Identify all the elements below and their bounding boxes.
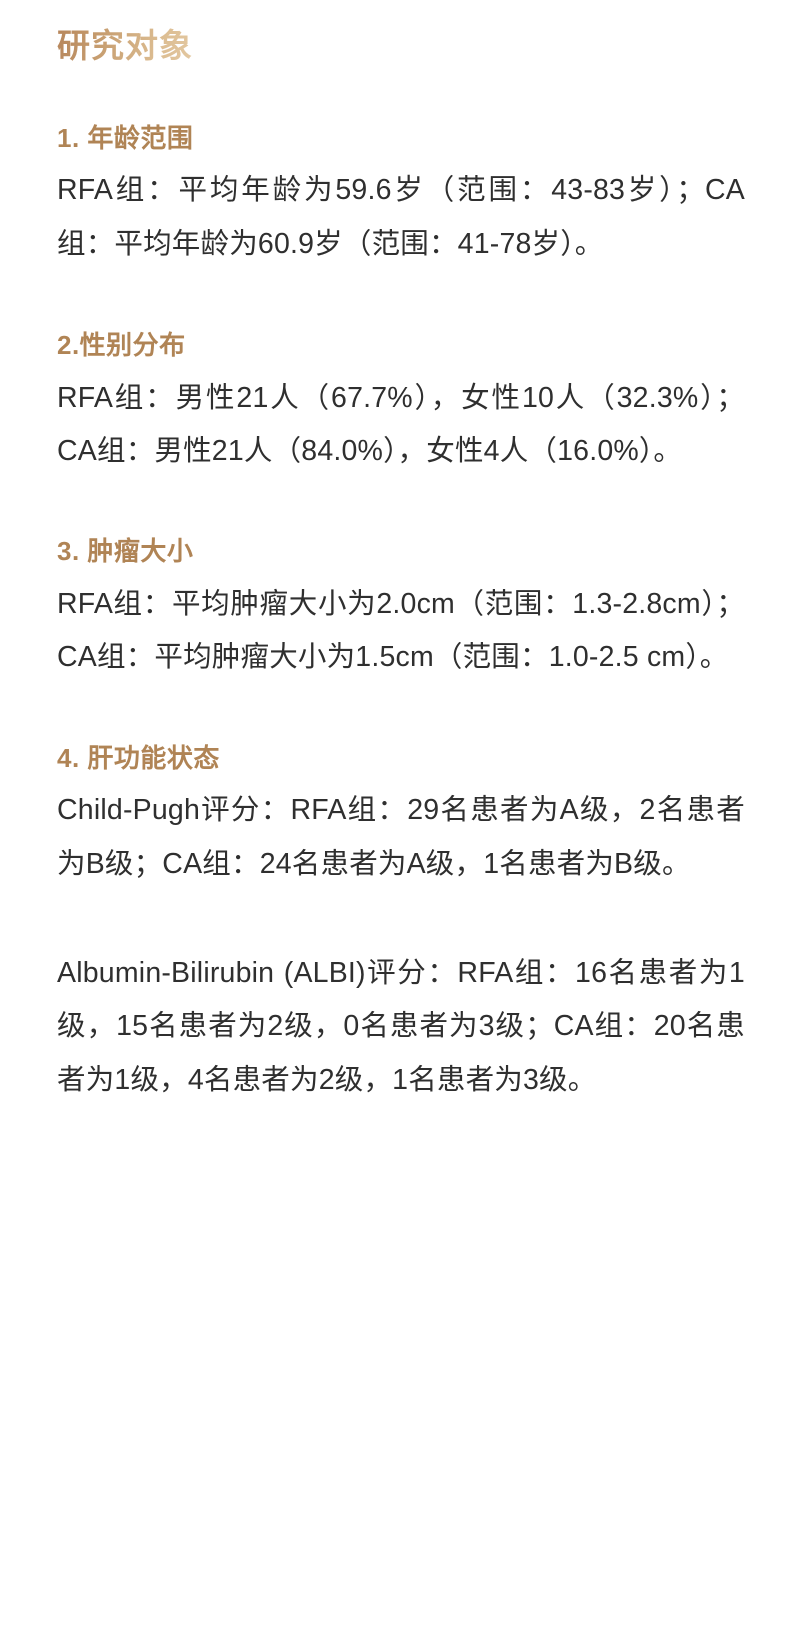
section-heading-tumor-size: 3. 肿瘤大小 bbox=[57, 536, 194, 567]
section-heading-gender-distribution: 2.性别分布 bbox=[57, 329, 186, 360]
section-body-gender-distribution: RFA组：男性21人（67.7%），女性10人（32.3%）；CA组：男性21人… bbox=[57, 381, 745, 468]
section-heading-liver-function: 4. 肝功能状态 bbox=[57, 742, 220, 773]
section-heading-age-range: 1. 年龄范围 bbox=[57, 122, 194, 153]
section-body-age-range: RFA组：平均年龄为59.6岁（范围：43-83岁）；CA组：平均年龄为60.9… bbox=[57, 174, 745, 260]
section-tumor-size: 3. 肿瘤大小 RFA组：平均肿瘤大小为2.0cm（范围：1.3-2.8cm）；… bbox=[57, 535, 745, 684]
section-age-range: 1. 年龄范围 RFA组：平均年龄为59.6岁（范围：43-83岁）；CA组：平… bbox=[57, 122, 745, 271]
section-body-tumor-size: RFA组：平均肿瘤大小为2.0cm（范围：1.3-2.8cm）；CA组：平均肿瘤… bbox=[57, 588, 745, 674]
section-liver-function: 4. 肝功能状态 Child-Pugh评分：RFA组：29名患者为A级，2名患者… bbox=[57, 742, 745, 1107]
page-title: 研究对象 bbox=[57, 0, 193, 66]
section-body-albi: Albumin-Bilirubin (ALBI)评分：RFA组：16名患者为1级… bbox=[57, 957, 745, 1096]
section-body-child-pugh: Child-Pugh评分：RFA组：29名患者为A级，2名患者为B级；CA组：2… bbox=[57, 794, 745, 880]
section-gender-distribution: 2.性别分布 RFA组：男性21人（67.7%），女性10人（32.3%）；CA… bbox=[57, 329, 745, 478]
